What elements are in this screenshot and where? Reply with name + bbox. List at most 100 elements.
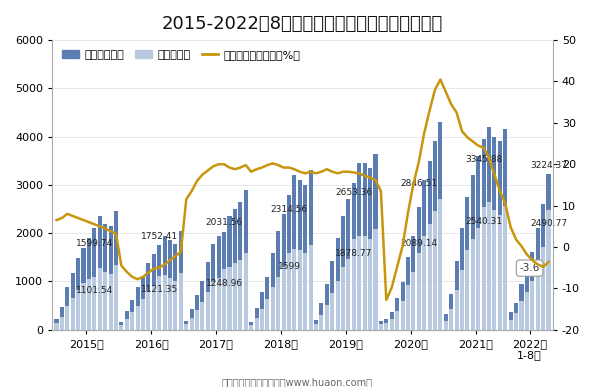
Bar [190,318,194,330]
Bar [363,236,367,330]
Bar [514,313,518,330]
Bar [498,215,502,330]
Bar [271,253,275,330]
Bar [336,281,340,330]
Bar [233,209,237,330]
Bar [98,268,102,330]
Bar [395,311,399,330]
Bar [525,269,529,330]
Bar [530,252,534,330]
Bar [439,199,443,330]
Bar [227,216,231,330]
Text: -3.6: -3.6 [519,263,540,273]
Bar [476,228,480,330]
Bar [130,312,134,330]
Bar [244,190,248,330]
Bar [352,239,356,330]
Bar [422,180,426,330]
Bar [503,206,508,330]
Text: 3224.37: 3224.37 [530,161,567,170]
Bar [162,275,167,330]
Bar [271,287,275,330]
Text: 1878.77: 1878.77 [335,249,372,258]
Bar [320,315,324,330]
Bar [439,122,443,330]
Bar [465,250,469,330]
Bar [519,301,524,330]
Text: 1248.96: 1248.96 [205,279,243,288]
Bar [379,324,383,330]
Bar [541,204,545,330]
Bar [498,142,502,330]
Text: 2031.56: 2031.56 [205,218,243,227]
Bar [325,284,329,330]
Bar [71,298,75,330]
Bar [249,322,253,330]
Bar [260,309,264,330]
Bar [281,214,286,330]
Bar [136,306,140,330]
Bar [314,324,318,330]
Text: 2314.56: 2314.56 [270,205,308,214]
Bar [298,250,302,330]
Bar [82,248,86,330]
Bar [509,312,513,330]
Bar [238,260,242,330]
Bar [390,312,394,330]
Bar [152,286,156,330]
Bar [173,244,177,330]
Bar [76,258,80,330]
Bar [60,317,64,330]
Bar [184,324,188,330]
Bar [292,175,296,330]
Bar [87,238,91,330]
Bar [368,168,372,330]
Bar [503,129,508,330]
Bar [487,127,491,330]
Text: 2490.77: 2490.77 [530,219,567,228]
Bar [530,281,534,330]
Bar [460,270,464,330]
Bar [108,226,112,330]
Bar [406,257,410,330]
Bar [493,137,496,330]
Bar [341,267,345,330]
Bar [87,279,91,330]
Bar [125,319,129,330]
Bar [265,299,270,330]
Bar [303,253,307,330]
Bar [379,320,383,330]
Bar [471,175,475,330]
Text: 2846.51: 2846.51 [400,179,437,188]
Bar [217,278,221,330]
Bar [390,319,394,330]
Bar [146,291,151,330]
Bar [444,314,448,330]
Text: 1599: 1599 [277,262,300,271]
Bar [363,163,367,330]
Bar [428,161,431,330]
Bar [168,278,172,330]
Bar [325,305,329,330]
Bar [320,303,324,330]
Text: 制图：华经产业研究院（www.huaon.com）: 制图：华经产业研究院（www.huaon.com） [222,377,373,387]
Bar [374,229,377,330]
Bar [201,302,205,330]
Bar [141,299,145,330]
Bar [211,244,215,330]
Bar [455,290,459,330]
Bar [352,183,356,330]
Bar [314,320,318,330]
Bar [184,321,188,330]
Bar [141,277,145,330]
Bar [406,285,410,330]
Bar [114,265,118,330]
Text: 1599.74: 1599.74 [76,239,113,248]
Text: 2540.31: 2540.31 [465,217,502,226]
Bar [465,197,469,330]
Bar [422,236,426,330]
Bar [416,207,421,330]
Bar [357,236,361,330]
Bar [428,224,431,330]
Bar [103,272,107,330]
